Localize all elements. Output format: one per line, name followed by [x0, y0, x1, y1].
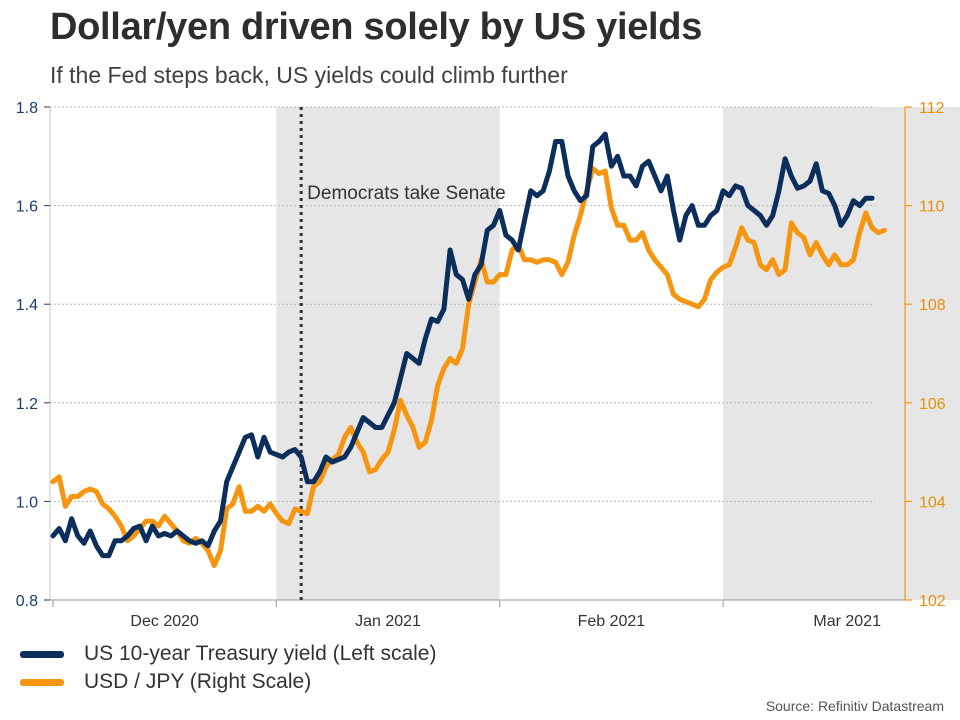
- x-tick-label-3: Mar 2021: [813, 613, 881, 630]
- source-note: Source: Refinitiv Datastream: [765, 698, 944, 714]
- left-tick-label-5: 1.8: [16, 100, 38, 117]
- left-tick-label-0: 0.8: [16, 593, 38, 610]
- legend-entry-us-yield: US 10-year Treasury yield (Left scale): [20, 642, 436, 666]
- x-tick-label-0: Dec 2020: [130, 613, 199, 630]
- right-tick-label-4: 110: [919, 199, 945, 216]
- legend-swatch-usdjpy: [20, 678, 64, 686]
- annotation-label: Democrats take Senate: [307, 183, 506, 204]
- series-line-us-yield: [50, 131, 875, 559]
- left-tick-label-1: 1.0: [16, 494, 38, 511]
- legend-entry-usdjpy: USD / JPY (Right Scale): [20, 670, 311, 694]
- legend-label-us-yield: US 10-year Treasury yield (Left scale): [84, 642, 437, 665]
- shaded-period-1: [723, 107, 960, 600]
- x-tick-label-1: Jan 2021: [355, 613, 421, 630]
- chart-title: Dollar/yen driven solely by US yields: [50, 6, 703, 48]
- x-tick-label-2: Feb 2021: [578, 613, 646, 630]
- right-tick-label-0: 102: [919, 593, 946, 610]
- legend-swatch-us-yield: [20, 650, 64, 658]
- legend-label-usdjpy: USD / JPY (Right Scale): [84, 670, 312, 693]
- left-tick-label-4: 1.6: [16, 199, 38, 216]
- shaded-period-0: [276, 107, 500, 600]
- right-tick-label-5: 112: [919, 100, 945, 117]
- right-tick-label-2: 106: [919, 396, 946, 413]
- right-tick-label-1: 104: [919, 494, 946, 511]
- left-tick-label-2: 1.2: [16, 396, 38, 413]
- chart-subtitle: If the Fed steps back, US yields could c…: [50, 62, 568, 88]
- left-tick-label-3: 1.4: [16, 297, 38, 314]
- right-tick-label-3: 108: [919, 297, 946, 314]
